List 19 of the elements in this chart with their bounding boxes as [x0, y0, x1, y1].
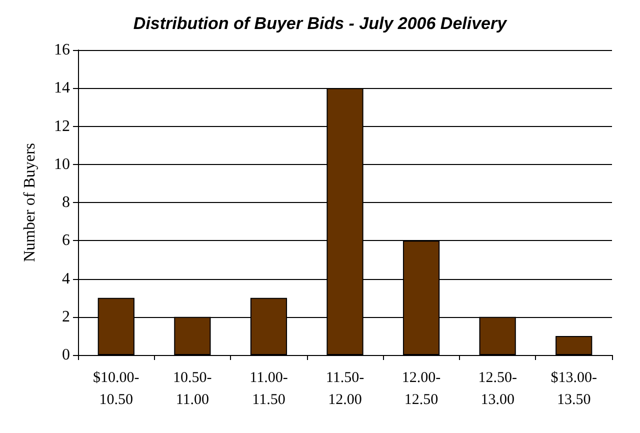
- y-tick-label: 0: [62, 346, 70, 364]
- x-tick-label: $13.00- 13.50: [550, 370, 597, 408]
- bar: [556, 336, 592, 355]
- x-tick-label: 12.00- 12.50: [402, 370, 441, 408]
- y-tick-label: 16: [54, 42, 70, 58]
- y-axis-title: Number of Buyers: [22, 142, 38, 262]
- x-tick-label: 12.50- 13.00: [478, 370, 517, 408]
- y-tick-label: 12: [54, 118, 70, 135]
- x-tick-label: 11.50- 12.00: [326, 370, 364, 408]
- y-tick-label: 10: [54, 156, 70, 173]
- y-tick-label: 4: [62, 270, 70, 288]
- x-tick-label: 10.50- 11.00: [173, 370, 212, 408]
- y-tick-label: 8: [62, 194, 70, 211]
- x-tick-label: 11.00- 11.50: [250, 370, 288, 408]
- y-tick-label: 2: [62, 308, 70, 326]
- x-tick-label: $10.00- 10.50: [93, 370, 140, 408]
- y-tick-label: 6: [62, 232, 70, 250]
- chart-title: Distribution of Buyer Bids - July 2006 Delivery: [133, 14, 508, 33]
- y-tick-label: 14: [54, 80, 70, 97]
